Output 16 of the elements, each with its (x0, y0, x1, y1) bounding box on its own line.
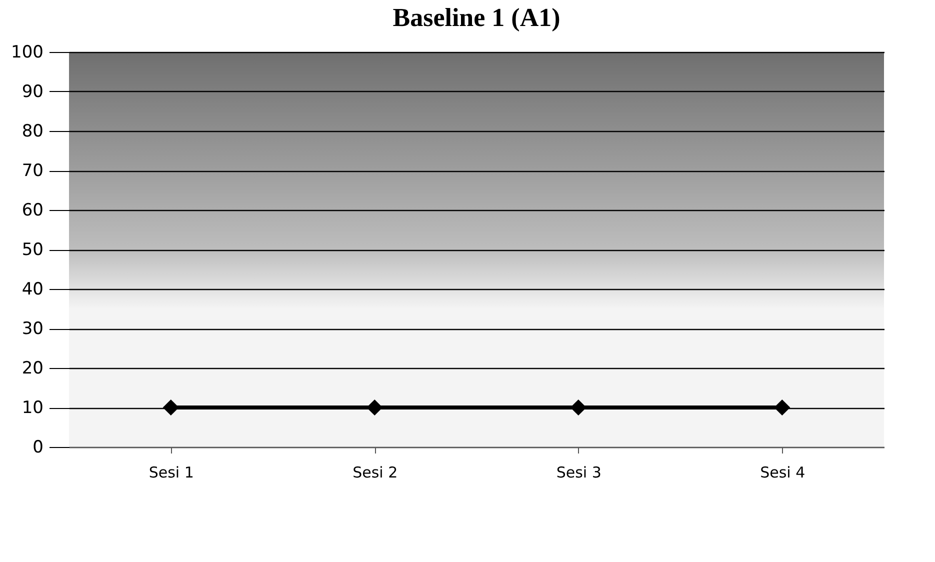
x-tick-label: Sesi 2 (352, 464, 398, 482)
y-tick-label: 80 (22, 122, 44, 142)
y-tick-label: 100 (11, 42, 44, 62)
y-tick-label: 20 (22, 358, 44, 378)
y-tick-label: 90 (22, 82, 44, 102)
y-tick-label: 0 (32, 438, 44, 458)
y-tick-label: 40 (22, 280, 44, 300)
y-tick-label: 10 (22, 398, 44, 418)
y-tick-label: 70 (22, 161, 44, 181)
y-tick-label: 30 (22, 319, 44, 339)
x-tick-label: Sesi 4 (760, 464, 806, 482)
y-tick-label: 50 (22, 240, 44, 260)
x-tick-label: Sesi 1 (148, 464, 194, 482)
y-tick-label: 60 (22, 200, 44, 220)
chart-title: Baseline 1 (A1) (392, 3, 560, 32)
x-tick-label: Sesi 3 (556, 464, 602, 482)
